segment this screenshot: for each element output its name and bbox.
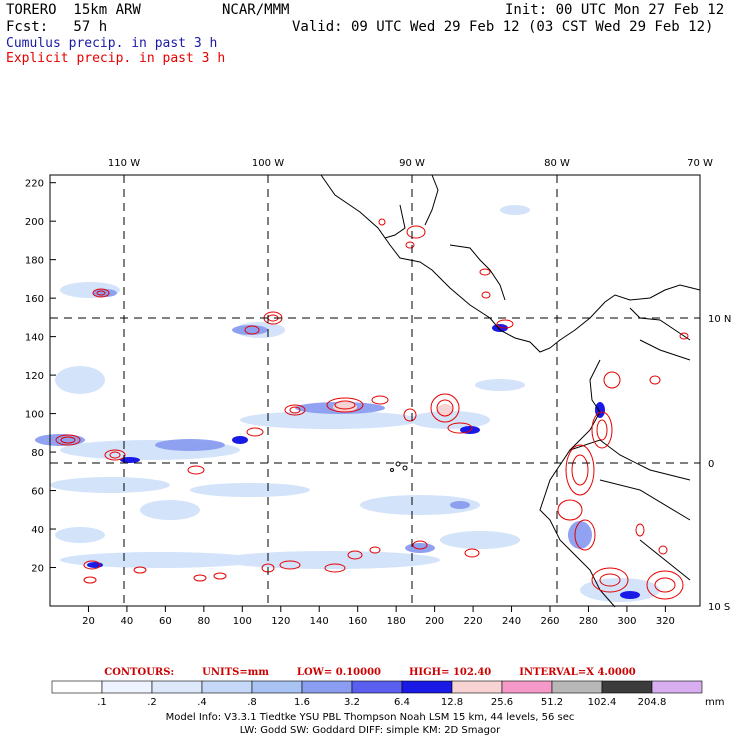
color-bar-box: [151, 680, 203, 694]
color-bar-label: 25.6: [491, 697, 513, 708]
y-tick-label: 140: [25, 333, 44, 344]
model-info-line1: Model Info: V3.3.1 Tiedtke YSU PBL Thomp…: [165, 712, 575, 723]
lat-labels: 10 N 0 10 S: [708, 314, 731, 613]
y-tick-label: 80: [31, 448, 44, 459]
x-tick-label: 20: [82, 616, 95, 627]
contours-high: HIGH= 102.40: [408, 667, 492, 678]
x-tick-label: 300: [617, 616, 636, 627]
lat-lon-grid: [50, 175, 700, 606]
organization: NCAR/MMM: [222, 2, 290, 18]
color-bar-box: [651, 680, 703, 694]
color-bar-label: 12.8: [441, 697, 463, 708]
y-tick-label: 160: [25, 294, 44, 305]
lon-label: 70 W: [687, 158, 713, 169]
x-tick-label: 260: [540, 616, 559, 627]
lon-label: 90 W: [399, 158, 425, 169]
x-tick-label: 220: [464, 616, 483, 627]
coastlines: [320, 174, 701, 608]
y-tick-label: 220: [25, 179, 44, 190]
y-tick-label: 200: [25, 217, 44, 228]
lat-label: 10 S: [708, 602, 730, 613]
y-tick-label: 100: [25, 410, 44, 421]
y-tick-label: 20: [31, 564, 44, 575]
x-tick-label: 240: [502, 616, 521, 627]
contours-title: CONTOURS:: [104, 667, 175, 678]
color-bar-box: [201, 680, 253, 694]
color-bar-label: 6.4: [394, 697, 410, 708]
x-tick-label: 80: [197, 616, 210, 627]
color-bar-label: 3.2: [344, 697, 360, 708]
x-tick-label: 100: [233, 616, 252, 627]
x-tick-label: 40: [121, 616, 134, 627]
y-grid-labels: 20 40 60 80 100 120 140 160 180 200 220: [25, 179, 44, 575]
color-bar-box: [251, 680, 303, 694]
color-bar-label: 51.2: [541, 697, 563, 708]
color-bar-box: [351, 680, 403, 694]
contours-interval: INTERVAL=X 4.0000: [519, 667, 636, 678]
init-time: Init: 00 UTC Mon 27 Feb 12: [505, 2, 725, 18]
y-tick-label: 60: [31, 487, 44, 498]
legend-cumulus: Cumulus precip. in past 3 h: [6, 36, 218, 51]
x-tick-label: 120: [271, 616, 290, 627]
color-bar-units: mm: [705, 697, 724, 708]
lat-label: 0: [708, 459, 714, 470]
y-tick-label: 180: [25, 256, 44, 267]
lon-labels: 110 W 100 W 90 W 80 W 70 W: [108, 158, 713, 169]
color-bar-box: [501, 680, 553, 694]
x-tick-label: 200: [425, 616, 444, 627]
y-tick-label: 120: [25, 371, 44, 382]
color-bar: [51, 680, 703, 694]
x-tick-label: 160: [348, 616, 367, 627]
color-bar-label: .1: [97, 697, 107, 708]
x-tick-label: 180: [387, 616, 406, 627]
color-bar-box: [601, 680, 653, 694]
valid-time: Valid: 09 UTC Wed 29 Feb 12 (03 CST Wed …: [292, 19, 714, 35]
axis-ticks: [50, 182, 666, 612]
map-frame: [49, 174, 701, 607]
color-bar-box: [51, 680, 103, 694]
lat-label: 10 N: [708, 314, 731, 325]
color-bar-label: 102.4: [588, 697, 617, 708]
color-bar-label: .2: [147, 697, 157, 708]
explicit-contours: [55, 218, 689, 600]
x-tick-label: 60: [159, 616, 172, 627]
model-info-line2: LW: Godd SW: Goddard DIFF: simple KM: 2D…: [239, 725, 501, 736]
color-bar-box: [551, 680, 603, 694]
color-bar-label: .4: [197, 697, 207, 708]
x-grid-labels: 20 40 60 80 100 120 140 160 180 200 220 …: [82, 616, 675, 627]
precip-shading: [35, 205, 660, 602]
lon-label: 110 W: [108, 158, 140, 169]
color-bar-box: [451, 680, 503, 694]
lon-label: 80 W: [544, 158, 570, 169]
lon-label: 100 W: [252, 158, 284, 169]
x-tick-label: 280: [579, 616, 598, 627]
legend-explicit: Explicit precip. in past 3 h: [6, 51, 226, 66]
model-name: TORERO 15km ARW: [6, 2, 141, 18]
contours-units: UNITS=mm: [202, 667, 269, 678]
forecast-hour: Fcst: 57 h: [6, 19, 108, 35]
color-bar-label: 1.6: [294, 697, 310, 708]
contours-info: CONTOURS: UNITS=mm LOW= 0.10000 HIGH= 102.4…: [0, 667, 740, 678]
color-bar-box: [101, 680, 153, 694]
y-tick-label: 40: [31, 525, 44, 536]
contours-low: LOW= 0.10000: [296, 667, 381, 678]
color-bar-label: .8: [247, 697, 257, 708]
x-tick-label: 320: [656, 616, 675, 627]
color-bar-box: [401, 680, 453, 694]
color-bar-label: 204.8: [638, 697, 667, 708]
color-bar-box: [301, 680, 353, 694]
color-bar-labels: .1 .2 .4 .8 1.6 3.2 6.4 12.8 25.6 51.2 1…: [97, 697, 724, 708]
x-tick-label: 140: [310, 616, 329, 627]
